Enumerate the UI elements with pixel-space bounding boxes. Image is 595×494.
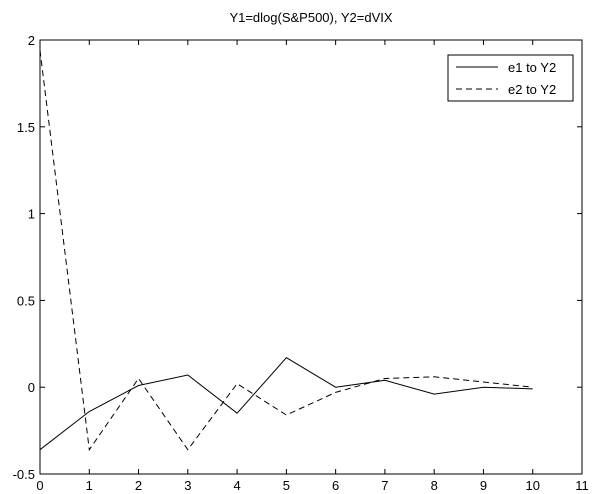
- y-tick-label: 2: [28, 33, 35, 48]
- x-tick-label: 9: [480, 478, 487, 493]
- x-tick-label: 4: [233, 478, 240, 493]
- y-tick-label: 1.5: [17, 120, 35, 135]
- legend: e1 to Y2 e2 to Y2: [447, 54, 574, 102]
- y-tick-label: 0: [28, 380, 35, 395]
- x-tick-label: 3: [184, 478, 191, 493]
- x-tick-label: 6: [332, 478, 339, 493]
- series-line-e1: [39, 357, 533, 451]
- y-tick-label: 1: [28, 207, 35, 222]
- series-lines: [39, 50, 533, 452]
- legend-label-e1: e1 to Y2: [508, 60, 556, 75]
- y-tick-label: 0.5: [17, 293, 35, 308]
- x-tick-label: 10: [525, 478, 539, 493]
- axis-ticks: 0 1 2 3 4 5 6 7 8 9 10 11-0.500.511.52: [13, 33, 589, 493]
- x-tick-label: 1: [86, 478, 93, 493]
- legend-box: [447, 54, 574, 102]
- x-tick-label: 8: [431, 478, 438, 493]
- series-line-e2: [39, 50, 533, 452]
- x-tick-label: 5: [283, 478, 290, 493]
- plot-area: [39, 39, 583, 475]
- legend-label-e2: e2 to Y2: [508, 82, 556, 97]
- chart-title: Y1=dlog(S&P500), Y2=dVIX: [229, 10, 392, 25]
- y-tick-label: -0.5: [13, 467, 35, 482]
- x-tick-label: 0: [36, 478, 43, 493]
- x-tick-label: 11: [575, 478, 589, 493]
- x-tick-label: 7: [381, 478, 388, 493]
- x-tick-label: 2: [135, 478, 142, 493]
